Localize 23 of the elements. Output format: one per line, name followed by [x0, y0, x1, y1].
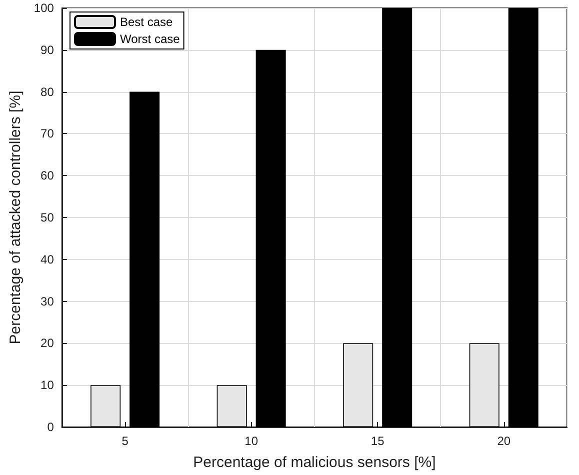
x-tick-label: 10 [244, 434, 258, 448]
y-tick-label: 100 [34, 1, 54, 15]
legend-label: Worst case [120, 32, 180, 46]
x-axis-title: Percentage of malicious sensors [%] [193, 454, 436, 471]
y-tick-label: 10 [40, 378, 54, 392]
y-tick-label: 70 [40, 126, 54, 141]
y-tick-label: 90 [40, 42, 54, 57]
legend-label: Best case [120, 15, 174, 29]
y-axis-title: Percentage of attacked controllers [%] [7, 90, 24, 344]
y-tick-label: 60 [40, 168, 54, 183]
y-tick-label: 50 [40, 210, 54, 224]
y-tick-label: 80 [40, 84, 54, 99]
bar [508, 8, 538, 427]
y-tick-label: 30 [40, 294, 54, 308]
y-tick-label: 20 [40, 336, 54, 350]
bar [256, 50, 286, 427]
bar [382, 8, 412, 427]
x-tick-label: 20 [497, 434, 511, 448]
y-tick-label: 0 [47, 420, 54, 434]
y-tick-label: 40 [40, 252, 54, 266]
x-tick-label: 5 [122, 434, 129, 448]
bar [130, 92, 160, 427]
x-tick-label: 15 [370, 434, 385, 448]
